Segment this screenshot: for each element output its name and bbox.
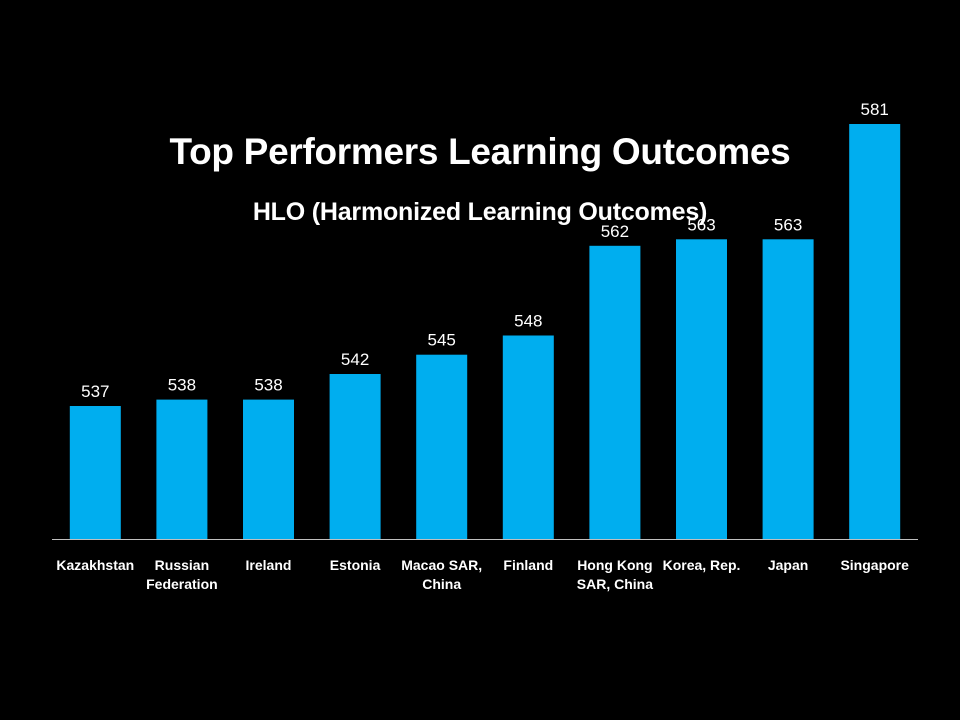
bar <box>156 399 208 539</box>
data-label: 563 <box>687 215 715 234</box>
bar <box>329 374 381 539</box>
data-label: 581 <box>861 100 889 119</box>
data-label: 563 <box>774 215 802 234</box>
chart-title: Top Performers Learning Outcomes <box>169 131 791 172</box>
category-label: Korea, Rep. <box>663 557 741 573</box>
bar <box>243 399 294 539</box>
bar <box>849 124 901 539</box>
data-label: 545 <box>428 331 456 350</box>
category-label: Ireland <box>246 557 292 573</box>
category-label: Finland <box>503 557 553 573</box>
data-label: 562 <box>601 222 629 241</box>
data-label: 538 <box>168 376 196 395</box>
category-label: Hong Kong SAR, China <box>577 557 653 592</box>
bar <box>762 239 814 540</box>
bar <box>69 406 121 539</box>
category-label: Kazakhstan <box>56 557 134 573</box>
data-label: 538 <box>254 376 282 395</box>
bar <box>502 335 554 539</box>
category-label: Russian Federation <box>146 557 218 592</box>
category-label: Estonia <box>330 557 381 573</box>
category-label: Singapore <box>840 557 909 573</box>
bar <box>589 245 641 540</box>
chart-subtitle: HLO (Harmonized Learning Outcomes) <box>252 198 708 226</box>
bar <box>676 239 727 540</box>
data-label: 548 <box>514 312 542 331</box>
data-label: 542 <box>341 350 369 369</box>
data-label: 537 <box>81 382 109 401</box>
category-label: Japan <box>768 557 808 573</box>
bar <box>416 354 468 539</box>
category-label: Macao SAR, China <box>401 557 482 592</box>
